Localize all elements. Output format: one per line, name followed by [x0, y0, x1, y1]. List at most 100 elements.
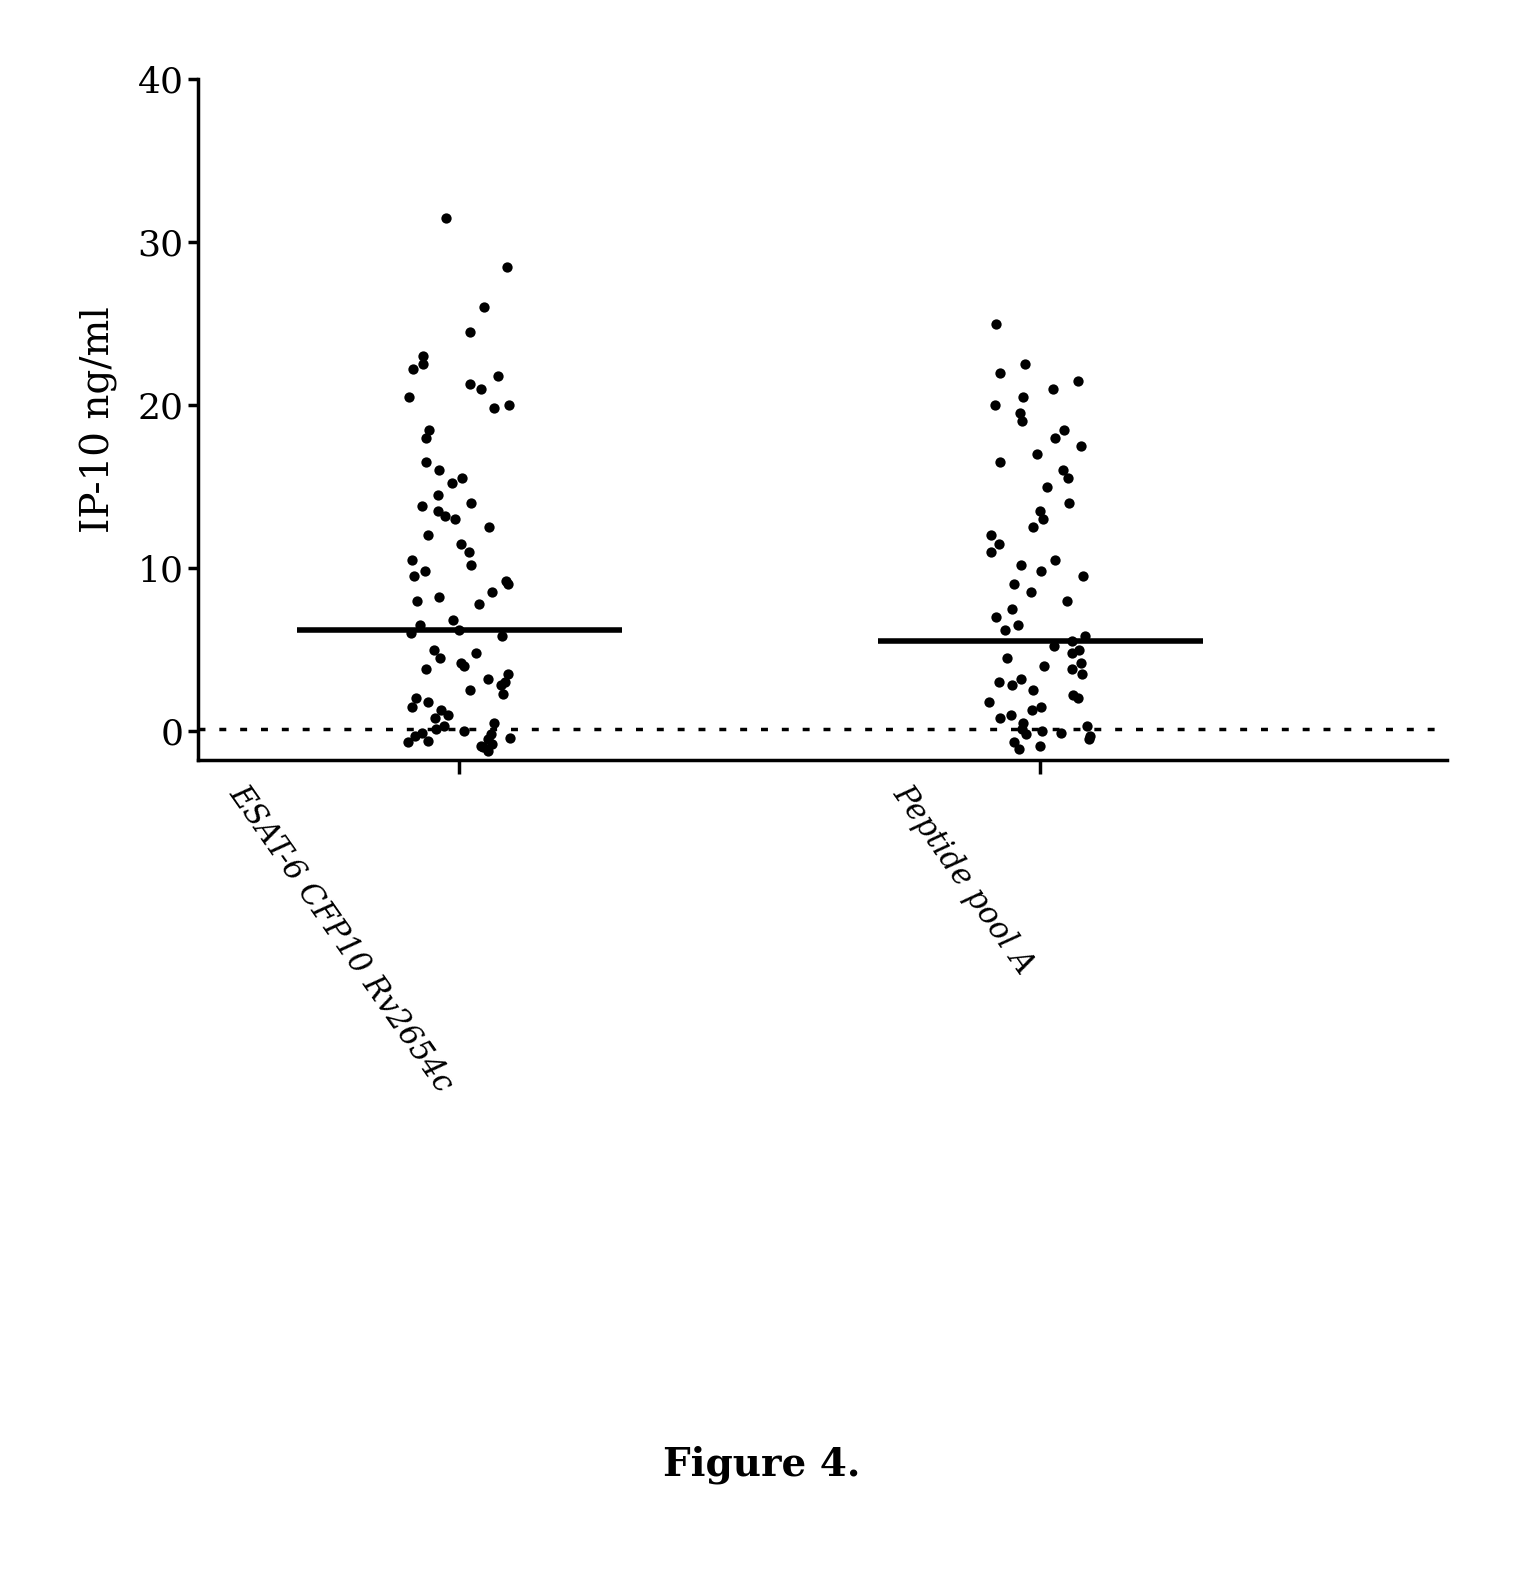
- Point: [481, 396, 506, 421]
- Point: [984, 310, 1008, 336]
- Point: [1010, 409, 1034, 434]
- Point: [481, 710, 506, 735]
- Point: [414, 450, 439, 475]
- Point: [1007, 737, 1031, 762]
- Point: [416, 689, 440, 714]
- Point: [446, 618, 471, 643]
- Point: [1010, 667, 1034, 692]
- Point: [988, 450, 1013, 475]
- Point: [1007, 613, 1031, 638]
- Point: [443, 507, 468, 532]
- Point: [988, 705, 1013, 730]
- Point: [496, 661, 521, 686]
- Point: [1033, 653, 1057, 678]
- Point: [1069, 432, 1094, 458]
- Point: [426, 458, 451, 483]
- Point: [414, 656, 439, 681]
- Point: [469, 733, 493, 759]
- Point: [1030, 559, 1054, 584]
- Point: [495, 253, 519, 279]
- Point: [1040, 375, 1065, 401]
- Point: [1057, 489, 1081, 515]
- Point: [1069, 649, 1094, 675]
- Point: [1030, 694, 1054, 719]
- Point: [401, 356, 425, 382]
- Point: [471, 735, 495, 760]
- Point: [979, 539, 1004, 564]
- Point: [1042, 546, 1066, 572]
- Point: [477, 667, 501, 692]
- Point: [1020, 678, 1045, 703]
- Point: [1060, 656, 1084, 681]
- Point: [1010, 716, 1034, 741]
- Point: [416, 523, 440, 548]
- Point: [414, 425, 439, 450]
- Point: [416, 729, 440, 754]
- Point: [413, 559, 437, 584]
- Point: [428, 645, 452, 670]
- Point: [1034, 474, 1058, 499]
- Point: [498, 725, 522, 751]
- Point: [1066, 367, 1090, 393]
- Point: [978, 523, 1002, 548]
- Point: [480, 580, 504, 605]
- Point: [976, 689, 1001, 714]
- Point: [1013, 352, 1037, 377]
- Point: [425, 482, 449, 507]
- Point: [1025, 442, 1049, 467]
- Point: [398, 385, 422, 410]
- Point: [399, 694, 423, 719]
- Text: Figure 4.: Figure 4.: [663, 1446, 860, 1484]
- Point: [399, 546, 423, 572]
- Point: [457, 678, 481, 703]
- Point: [436, 702, 460, 727]
- Point: [399, 621, 423, 646]
- Point: [475, 738, 500, 763]
- Point: [426, 584, 451, 610]
- Point: [434, 204, 458, 230]
- Point: [449, 531, 474, 556]
- Point: [999, 702, 1023, 727]
- Point: [452, 718, 477, 743]
- Point: [442, 608, 466, 634]
- Point: [472, 295, 496, 320]
- Point: [1055, 588, 1080, 613]
- Point: [1068, 637, 1092, 662]
- Point: [496, 572, 521, 597]
- Point: [449, 466, 474, 491]
- Point: [1019, 580, 1043, 605]
- Point: [1014, 722, 1039, 748]
- Point: [1052, 417, 1077, 442]
- Point: [492, 681, 516, 706]
- Point: [493, 670, 518, 695]
- Point: [1042, 634, 1066, 659]
- Point: [1074, 713, 1098, 738]
- Point: [1055, 466, 1080, 491]
- Point: [1030, 718, 1054, 743]
- Point: [1002, 572, 1027, 597]
- Point: [411, 352, 436, 377]
- Point: [469, 375, 493, 401]
- Point: [402, 564, 426, 589]
- Point: [1051, 458, 1075, 483]
- Point: [490, 624, 515, 649]
- Point: [449, 649, 474, 675]
- Point: [1074, 624, 1098, 649]
- Point: [1069, 661, 1094, 686]
- Point: [458, 553, 483, 578]
- Point: [1066, 686, 1090, 711]
- Point: [999, 673, 1023, 699]
- Point: [402, 724, 426, 749]
- Point: [486, 363, 510, 388]
- Point: [987, 670, 1011, 695]
- Point: [999, 596, 1023, 621]
- Point: [425, 716, 449, 741]
- Point: [417, 417, 442, 442]
- Point: [1049, 721, 1074, 746]
- Point: [465, 640, 489, 665]
- Y-axis label: IP-10 ng/ml: IP-10 ng/ml: [79, 306, 117, 534]
- Point: [1028, 499, 1052, 524]
- Point: [423, 705, 448, 730]
- Point: [433, 713, 457, 738]
- Point: [410, 721, 434, 746]
